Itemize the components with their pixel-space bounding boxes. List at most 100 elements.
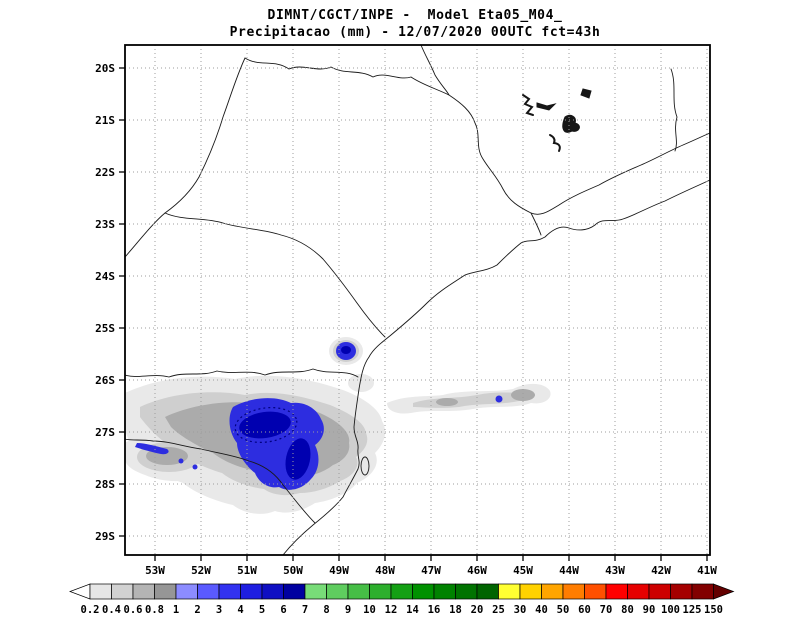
lon-label: 51W: [237, 564, 257, 577]
lat-label: 23S: [95, 218, 115, 231]
lat-label: 22S: [95, 166, 115, 179]
colorbar-cell: [261, 583, 284, 600]
coastline: [282, 179, 711, 556]
colorbar-cell: [154, 583, 177, 600]
reservoir-blob-2: [580, 88, 592, 99]
colorbar-value-label: 16: [428, 604, 441, 616]
colorbar-cell: [347, 583, 370, 600]
precip-blue-southwest-dot2: [192, 464, 198, 470]
precip-blue-southwest-dot1: [178, 458, 184, 464]
colorbar-value-label: 7: [302, 604, 308, 616]
colorbar-value-label: 0.8: [145, 604, 164, 616]
reservoir-blob-1: [562, 114, 580, 133]
colorbar-value-label: 1: [173, 604, 179, 616]
colorbar-value-label: 60: [578, 604, 591, 616]
colorbar-value-label: 80: [621, 604, 634, 616]
lat-label: 29S: [95, 530, 115, 543]
reservoir-squiggle-1: [522, 94, 534, 116]
colorbar-cell: [390, 583, 413, 600]
colorbar-cell: [605, 583, 628, 600]
colorbar-value-label: 9: [345, 604, 351, 616]
grid-layer: [125, 45, 710, 555]
chart-title-line1: DIMNT/CGCT/INPE - Model Eta05_M04_: [267, 8, 563, 23]
lon-label: 46W: [467, 564, 487, 577]
precip-shading-layer: [125, 337, 551, 514]
lon-label: 41W: [697, 564, 717, 577]
reservoir-blob-3: [536, 102, 557, 111]
colorbar-cell: [240, 583, 263, 600]
geography-layer: [124, 44, 711, 556]
colorbar-value-label: 0.2: [81, 604, 100, 616]
colorbar-value-label: 10: [363, 604, 376, 616]
colorbar-value-label: 8: [323, 604, 329, 616]
border-sp-pr: [164, 212, 386, 338]
border-mg-north: [420, 44, 450, 96]
colorbar-cell: [433, 583, 456, 600]
border-sc-rs: [124, 438, 316, 524]
lat-label: 20S: [95, 62, 115, 75]
colorbar-cell: [562, 583, 585, 600]
border-mg-es: [670, 68, 678, 152]
colorbar-cell: [412, 583, 435, 600]
colorbar-value-label: 90: [643, 604, 656, 616]
colorbar-cell: [476, 583, 499, 600]
colorbar-value-label: 0.6: [124, 604, 143, 616]
lon-label: 49W: [329, 564, 349, 577]
colorbar-arrow-right: [713, 583, 735, 600]
precip-darkgray-band-east: [511, 389, 535, 401]
lon-label: 42W: [651, 564, 671, 577]
colorbar-cell: [670, 583, 693, 600]
lat-label: 28S: [95, 478, 115, 491]
lon-label: 43W: [605, 564, 625, 577]
lon-label: 47W: [421, 564, 441, 577]
border-sp-mg-rj: [244, 57, 711, 215]
colorbar-value-label: 150: [704, 604, 723, 616]
border-rj-sp-coastal: [530, 212, 542, 236]
lon-label: 53W: [145, 564, 165, 577]
lon-label: 48W: [375, 564, 395, 577]
colorbar-arrow-left: [69, 583, 91, 600]
colorbar-value-label: 20: [471, 604, 484, 616]
colorbar-cell: [132, 583, 155, 600]
colorbar-value-label: 12: [385, 604, 398, 616]
colorbar-value-label: 18: [449, 604, 462, 616]
colorbar-cell: [648, 583, 671, 600]
colorbar: 0.2 0.4 0.6 0.8 1 2 3 4 5 6 7 8 9 10 12 14 16 18 20 25 30 40 5…: [69, 583, 735, 616]
colorbar-cell: [627, 583, 650, 600]
colorbar-value-label: 50: [557, 604, 570, 616]
colorbar-cell: [89, 583, 112, 600]
colorbar-cell: [584, 583, 607, 600]
colorbar-value-label: 0.4: [102, 604, 121, 616]
lat-label: 24S: [95, 270, 115, 283]
precip-blue-band-dot: [495, 395, 503, 403]
colorbar-cell: [283, 583, 306, 600]
colorbar-cell: [197, 583, 220, 600]
colorbar-cell: [304, 583, 327, 600]
precip-dotted-contour: [234, 407, 298, 443]
colorbar-cell: [369, 583, 392, 600]
colorbar-cell: [326, 583, 349, 600]
colorbar-value-label: 4: [237, 604, 243, 616]
border-parana-river: [124, 57, 246, 258]
lon-label: 44W: [559, 564, 579, 577]
reservoir-squiggle-2: [549, 134, 561, 152]
colorbar-cell: [691, 583, 714, 600]
plot-area: [124, 44, 711, 556]
lon-label: 45W: [513, 564, 533, 577]
chart-title-line2: Precipitacao (mm) - 12/07/2020 00UTC fct…: [229, 25, 601, 40]
precip-blue-southwest-streak: [135, 443, 169, 455]
colorbar-value-label: 25: [492, 604, 505, 616]
lat-label: 25S: [95, 322, 115, 335]
precip-light-coast-patch: [348, 374, 374, 392]
colorbar-value-label: 6: [280, 604, 286, 616]
axis-labels-layer: 53W 52W 51W 50W 49W 48W 47W 46W 45W 44W 43W 42W 41W 2…: [95, 62, 717, 577]
colorbar-cell: [218, 583, 241, 600]
colorbar-cell: [175, 583, 198, 600]
plot-frame: [124, 44, 711, 556]
colorbar-cell: [519, 583, 542, 600]
colorbar-value-label: 3: [216, 604, 222, 616]
precip-darkgray-band-west: [436, 398, 458, 406]
lon-label: 52W: [191, 564, 211, 577]
colorbar-value-label: 40: [535, 604, 548, 616]
